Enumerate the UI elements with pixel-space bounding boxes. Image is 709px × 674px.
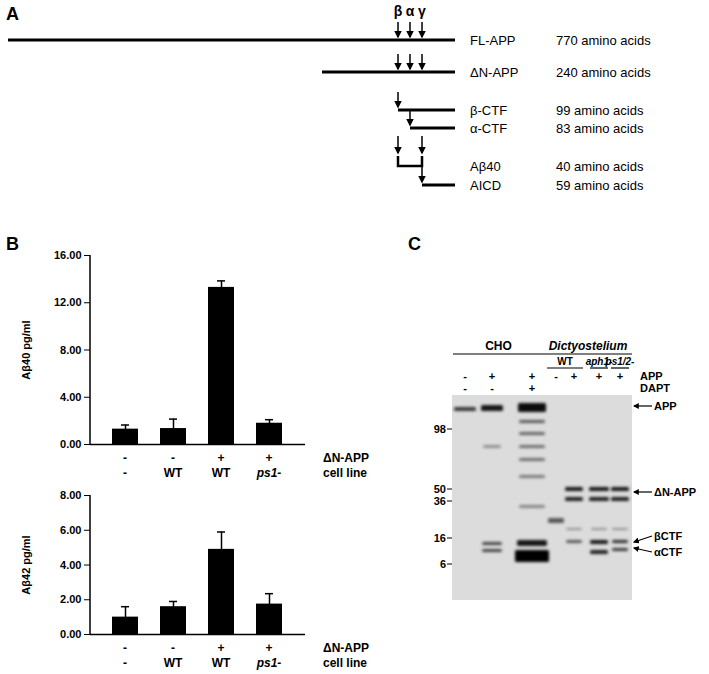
svg-text:+: + xyxy=(265,451,272,465)
svg-text:APP: APP xyxy=(640,370,663,382)
svg-text:DAPT: DAPT xyxy=(640,382,670,394)
svg-text:WT: WT xyxy=(164,656,183,670)
svg-text:-: - xyxy=(554,370,558,382)
svg-text:ΔN-APP: ΔN-APP xyxy=(654,486,696,498)
svg-text:FL-APP: FL-APP xyxy=(470,33,516,48)
svg-text:APP: APP xyxy=(654,400,677,412)
svg-text:83 amino acids: 83 amino acids xyxy=(556,121,644,136)
svg-text:99 amino acids: 99 amino acids xyxy=(556,103,644,118)
svg-text:6: 6 xyxy=(440,558,446,570)
svg-text:WT: WT xyxy=(212,656,231,670)
svg-text:6.00: 6.00 xyxy=(60,524,81,536)
svg-text:50: 50 xyxy=(434,483,446,495)
svg-text:β: β xyxy=(394,3,403,19)
svg-text:ΔN-APP: ΔN-APP xyxy=(323,641,369,655)
svg-text:cell line: cell line xyxy=(323,656,367,670)
svg-text:-: - xyxy=(490,382,494,394)
svg-text:+: + xyxy=(265,641,272,655)
svg-text:4.00: 4.00 xyxy=(60,559,81,571)
svg-text:A: A xyxy=(6,4,19,24)
svg-text:-: - xyxy=(123,641,127,655)
svg-text:-: - xyxy=(463,370,467,382)
svg-text:16: 16 xyxy=(434,532,446,544)
svg-text:-: - xyxy=(463,382,467,394)
svg-text:+: + xyxy=(217,451,224,465)
svg-text:+: + xyxy=(596,370,602,382)
svg-text:+: + xyxy=(529,370,535,382)
svg-text:-: - xyxy=(171,641,175,655)
svg-text:B: B xyxy=(6,234,19,254)
svg-text:C: C xyxy=(408,234,421,254)
svg-text:-: - xyxy=(123,466,127,480)
svg-text:AICD: AICD xyxy=(470,178,501,193)
svg-text:+: + xyxy=(529,382,535,394)
svg-text:+: + xyxy=(217,641,224,655)
svg-text:0.00: 0.00 xyxy=(60,628,81,640)
svg-text:+: + xyxy=(617,370,623,382)
svg-text:βCTF: βCTF xyxy=(654,530,682,542)
svg-text:ps1/2-: ps1/2- xyxy=(605,356,636,367)
svg-text:WT: WT xyxy=(212,466,231,480)
svg-text:240 amino acids: 240 amino acids xyxy=(556,65,651,80)
svg-text:0.00: 0.00 xyxy=(60,438,81,450)
svg-text:8.00: 8.00 xyxy=(60,344,81,356)
svg-text:β-CTF: β-CTF xyxy=(470,103,507,118)
svg-text:ps1-: ps1- xyxy=(256,466,282,480)
svg-text:CHO: CHO xyxy=(485,339,512,353)
svg-text:98: 98 xyxy=(434,423,446,435)
svg-text:59 amino acids: 59 amino acids xyxy=(556,178,644,193)
svg-text:2.00: 2.00 xyxy=(60,593,81,605)
svg-text:36: 36 xyxy=(434,495,446,507)
svg-text:cell line: cell line xyxy=(323,466,367,480)
svg-text:ps1-: ps1- xyxy=(256,656,282,670)
svg-text:-: - xyxy=(123,451,127,465)
svg-text:aph1-: aph1- xyxy=(585,356,613,367)
svg-text:Dictyostelium: Dictyostelium xyxy=(549,339,628,353)
svg-text:Aβ42 pg/ml: Aβ42 pg/ml xyxy=(20,535,32,594)
svg-text:4.00: 4.00 xyxy=(60,391,81,403)
svg-text:40 amino acids: 40 amino acids xyxy=(556,159,644,174)
svg-text:WT: WT xyxy=(164,466,183,480)
svg-text:αCTF: αCTF xyxy=(654,546,682,558)
svg-text:Aβ40: Aβ40 xyxy=(470,159,501,174)
svg-text:770 amino acids: 770 amino acids xyxy=(556,33,651,48)
svg-text:-: - xyxy=(123,656,127,670)
svg-text:α: α xyxy=(406,3,415,19)
svg-text:ΔN-APP: ΔN-APP xyxy=(323,451,369,465)
svg-text:-: - xyxy=(171,451,175,465)
svg-text:+: + xyxy=(489,370,495,382)
svg-text:+: + xyxy=(571,370,577,382)
svg-text:ΔN-APP: ΔN-APP xyxy=(470,65,518,80)
svg-text:Aβ40 pg/ml: Aβ40 pg/ml xyxy=(20,320,32,379)
svg-text:8.00: 8.00 xyxy=(60,489,81,501)
svg-text:γ: γ xyxy=(418,3,426,19)
svg-text:α-CTF: α-CTF xyxy=(470,121,507,136)
svg-text:12.00: 12.00 xyxy=(54,296,82,308)
svg-text:WT: WT xyxy=(557,356,573,367)
svg-text:16.00: 16.00 xyxy=(54,249,82,261)
